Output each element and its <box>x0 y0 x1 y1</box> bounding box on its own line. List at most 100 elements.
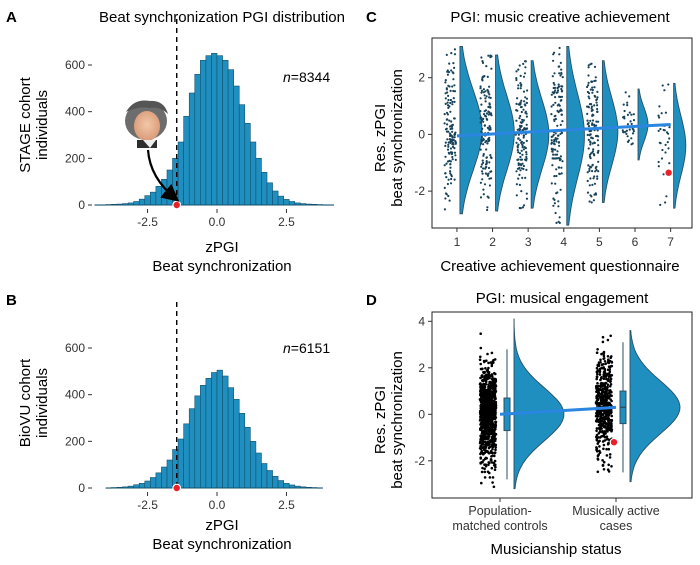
panel-c-point <box>519 158 523 161</box>
panel-d-point <box>493 401 497 405</box>
panel-c-point <box>595 98 598 102</box>
panel-d-point <box>599 361 602 364</box>
panel-d-point <box>610 355 613 358</box>
panel-d-point <box>484 415 488 418</box>
panel-c-point <box>586 191 590 194</box>
panel-c-point <box>446 73 449 76</box>
panel-c-point <box>522 148 526 151</box>
panel-c-point <box>517 68 520 71</box>
panel-c-point <box>525 153 528 156</box>
panel-b-ytick-label: 0 <box>78 481 85 495</box>
panel-c-point <box>451 143 454 146</box>
panel-c-point <box>586 133 589 136</box>
panel-d-point <box>489 396 493 399</box>
panel-c-point <box>489 154 492 157</box>
panel-c-violin <box>601 60 619 203</box>
panel-c-point <box>592 199 596 202</box>
panel-c-point <box>452 138 455 141</box>
panel-c-point <box>560 71 563 75</box>
panel-d-point <box>597 384 600 388</box>
panel-c-point <box>488 111 491 114</box>
panel-c-point <box>448 199 451 202</box>
panel-b-bar <box>244 427 251 489</box>
panel-c-point <box>588 97 591 100</box>
panel-d-point <box>489 450 493 453</box>
panel-c-point <box>556 89 560 92</box>
panel-d-point <box>598 369 602 373</box>
panel-b-ylabel-line2: individuals <box>34 368 51 438</box>
panel-d-point <box>602 447 605 451</box>
panel-d-point <box>608 456 612 459</box>
panel-a-bar <box>222 60 229 206</box>
panel-c-point <box>483 110 486 113</box>
panel-c-point <box>515 141 518 144</box>
panel-c-point <box>518 183 522 186</box>
panel-d-point <box>600 376 603 379</box>
panel-d-point <box>603 395 607 399</box>
panel-d-point <box>489 374 493 378</box>
panel-c-point <box>482 193 485 196</box>
panel-c-point <box>444 81 447 84</box>
panel-c-point <box>482 161 485 164</box>
panel-d-point <box>596 470 600 474</box>
panel-d-point <box>601 366 604 370</box>
panel-d-point <box>605 373 609 377</box>
panel-d-point <box>493 371 496 375</box>
panel-c-point <box>666 141 669 144</box>
panel-d-point <box>486 352 489 356</box>
panel-b-bar <box>266 470 273 489</box>
panel-d-point <box>599 392 603 396</box>
panel-d-point <box>492 485 496 489</box>
panel-c-point <box>522 164 526 168</box>
panel-c-point <box>517 177 520 180</box>
panel-c-point <box>446 118 449 121</box>
panel-c-point <box>444 144 447 147</box>
panel-d-point <box>483 440 487 444</box>
panel-a-bar <box>233 85 240 206</box>
panel-c-point <box>628 95 631 98</box>
panel-a-xtick-label: 2.5 <box>278 215 295 229</box>
panel-c-point <box>524 104 527 107</box>
panel-c-point <box>557 220 560 223</box>
panel-c-point <box>453 147 456 150</box>
panel-c-point <box>590 80 593 83</box>
panel-c-point <box>628 128 631 131</box>
panel-d-point <box>488 461 491 465</box>
panel-a-ylabel-line2: individuals <box>34 90 51 160</box>
panel-b-bar <box>161 466 168 489</box>
panel-d-point <box>609 398 612 401</box>
panel-c-point <box>664 201 667 204</box>
panel-d-point <box>485 418 489 421</box>
panel-c-title: PGI: music creative achievement <box>450 9 670 26</box>
panel-c-point <box>521 118 524 121</box>
panel-c-point <box>453 132 456 135</box>
panel-c-point <box>488 125 491 128</box>
panel-c-point <box>486 173 489 176</box>
panel-c-point <box>524 111 527 114</box>
panel-a-bar <box>216 55 223 206</box>
panel-d-point <box>603 421 606 424</box>
panel-d-trend-line <box>499 405 617 416</box>
panel-d-point <box>599 415 602 419</box>
panel-d-point <box>490 440 493 444</box>
panel-c-point <box>525 115 529 118</box>
panel-d-point <box>603 371 607 375</box>
panel-d-point <box>479 457 483 460</box>
panel-d-point <box>485 436 489 439</box>
panel-c-point <box>589 177 592 180</box>
panel-d-point <box>488 416 491 419</box>
panel-c-point <box>587 125 591 128</box>
panel-d-point <box>481 392 485 396</box>
panel-c-point <box>452 78 455 81</box>
panel-c-point <box>486 142 489 145</box>
panel-c-point <box>552 81 555 85</box>
panel-d-point <box>595 447 599 450</box>
panel-c-point <box>481 61 485 64</box>
panel-d-point <box>481 451 484 455</box>
panel-d-point <box>494 422 497 426</box>
panel-c-point <box>657 129 660 132</box>
panel-d-point <box>479 434 482 438</box>
panel-c-point <box>525 192 528 195</box>
panel-d-point <box>489 385 493 389</box>
panel-d-point <box>601 440 605 443</box>
